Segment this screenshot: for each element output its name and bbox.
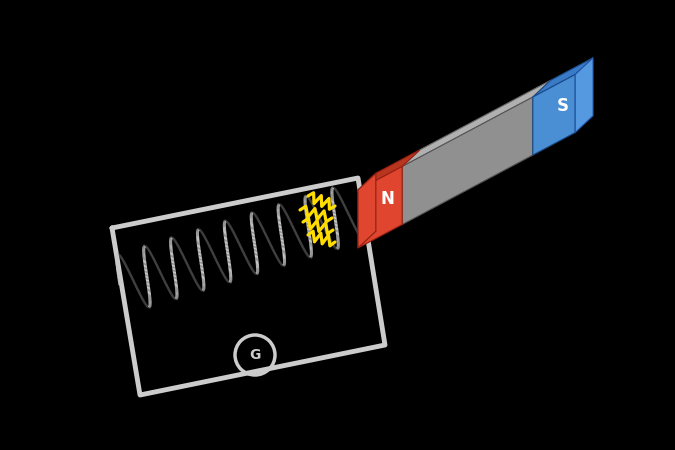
Polygon shape: [358, 150, 420, 190]
Polygon shape: [402, 97, 533, 225]
Text: S: S: [557, 97, 569, 115]
Polygon shape: [533, 75, 575, 155]
Text: G: G: [249, 348, 261, 362]
Polygon shape: [575, 58, 593, 132]
Polygon shape: [358, 166, 402, 248]
Polygon shape: [402, 80, 551, 166]
Polygon shape: [358, 173, 376, 248]
Polygon shape: [533, 58, 593, 97]
Text: N: N: [380, 190, 394, 208]
